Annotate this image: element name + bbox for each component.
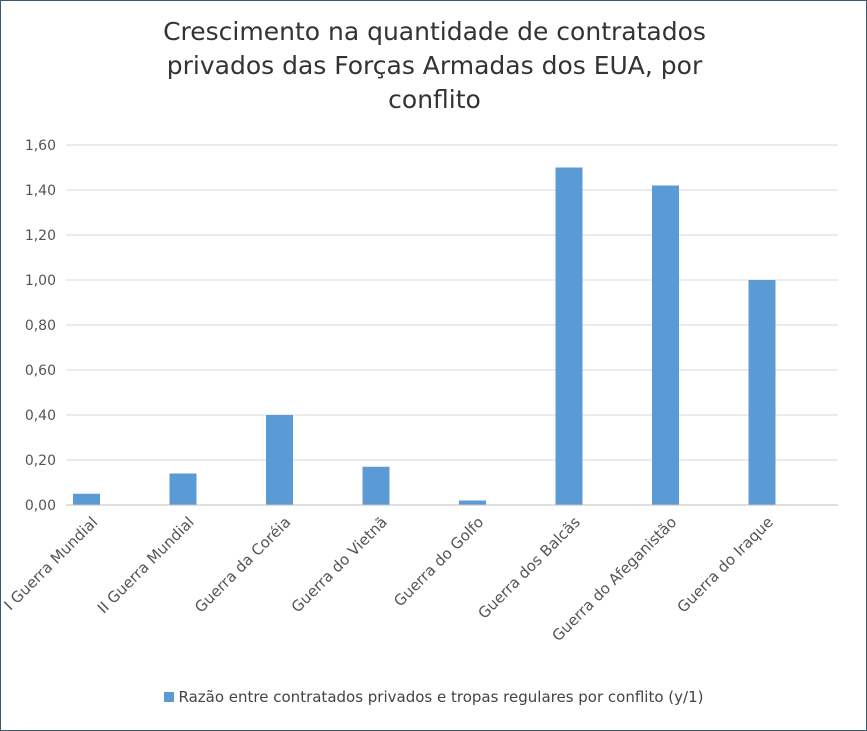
x-tick-label: II Guerra Mundial — [94, 513, 198, 617]
x-tick-label: Guerra do Golfo — [390, 513, 487, 610]
bar — [652, 185, 679, 505]
y-tick-label: 0,00 — [25, 498, 56, 514]
legend-swatch — [163, 692, 174, 702]
bar — [169, 473, 197, 505]
x-tick-label: Guerra do Iraque — [674, 513, 777, 616]
bar — [266, 415, 293, 505]
x-tick-label: Guerra da Coréia — [191, 513, 294, 616]
y-tick-label: 0,20 — [25, 453, 56, 469]
y-tick-label: 0,80 — [25, 318, 56, 334]
chart-title-line: privados das Forças Armadas dos EUA, por — [166, 51, 703, 80]
y-tick-label: 1,60 — [25, 138, 56, 154]
y-tick-label: 0,40 — [25, 408, 56, 424]
x-tick-label: Guerra do Vietnã — [288, 513, 391, 616]
chart-title: Crescimento na quantidade de contratados… — [61, 15, 808, 117]
bar — [459, 500, 486, 505]
y-tick-label: 1,20 — [25, 228, 56, 244]
bar — [748, 280, 776, 505]
x-tick-label: Guerra dos Balcãs — [475, 513, 584, 622]
y-tick-label: 0,60 — [25, 363, 56, 379]
legend: Razão entre contratados privados e tropa… — [0, 688, 867, 706]
bar — [73, 493, 100, 505]
chart-title-line: Crescimento na quantidade de contratados — [163, 17, 706, 46]
bar — [555, 167, 583, 505]
x-tick-label: I Guerra Mundial — [0, 513, 101, 614]
y-tick-label: 1,40 — [25, 183, 56, 199]
bar — [362, 466, 390, 505]
y-tick-label: 1,00 — [25, 273, 56, 289]
chart-title-line: conflito — [388, 85, 481, 114]
legend-label: Razão entre contratados privados e tropa… — [178, 688, 704, 706]
